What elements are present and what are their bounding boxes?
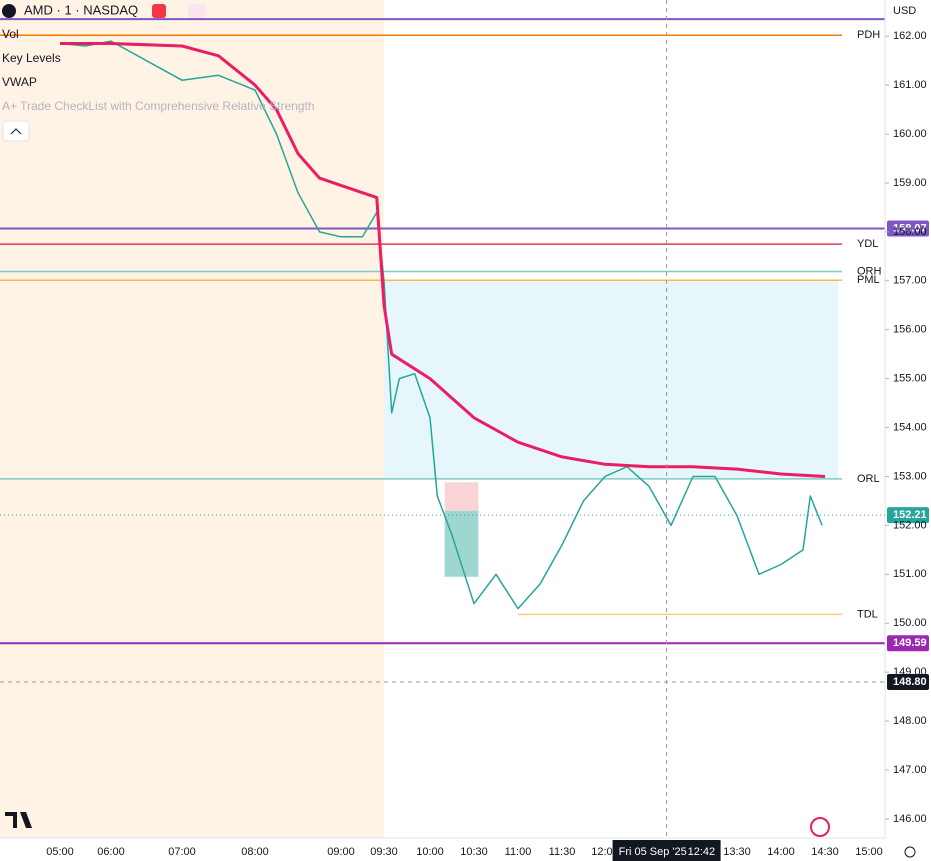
plot — [0, 0, 885, 838]
flag-icon[interactable] — [152, 4, 166, 18]
background — [0, 0, 839, 838]
x-tick-label: 11:30 — [549, 846, 576, 858]
level-label: PDH — [857, 29, 880, 41]
collapse-icon — [10, 128, 22, 135]
level-label: PML — [857, 274, 880, 286]
settings-icon[interactable] — [904, 846, 916, 858]
price-tag — [887, 220, 929, 237]
assistant-icon[interactable] — [810, 817, 830, 837]
y-tick-label: 146.00 — [893, 813, 927, 825]
indicator-label: Key Levels — [2, 51, 61, 65]
y-tick-label: 162.00 — [893, 30, 927, 42]
last-price-label: 152.21 — [893, 509, 927, 521]
price-axis-bg — [885, 0, 931, 861]
y-tick-label: 161.00 — [893, 79, 927, 91]
y-tick-label: 157.00 — [893, 275, 927, 287]
y-tick-label: 148.00 — [893, 715, 927, 727]
y-tick-label: 153.00 — [893, 470, 927, 482]
crosshair-time-tag — [612, 840, 721, 861]
crosshair-price-tag — [887, 673, 929, 690]
crosshair-price-label: 148.80 — [893, 676, 927, 688]
price-tag-label: 158.07 — [893, 222, 927, 234]
x-tick-label: 14:30 — [811, 846, 839, 858]
indicator-label: VWAP — [2, 75, 37, 89]
x-tick-label: 10:30 — [460, 846, 488, 858]
level-label: ORH — [857, 265, 882, 277]
last-price-tag — [887, 507, 929, 524]
level-label: TDL — [857, 608, 878, 620]
y-tick-label: 154.00 — [893, 421, 927, 433]
vwap-line — [60, 42, 826, 478]
x-tick-label: 12:00 — [591, 846, 619, 858]
indicator-label: Vol — [2, 27, 19, 41]
y-tick-label: 152.00 — [893, 519, 927, 531]
level-label: YDL — [857, 238, 878, 250]
x-tick-label: 07:00 — [168, 846, 196, 858]
x-tick-label: 05:00 — [46, 846, 74, 858]
x-tick-label: 15:00 — [855, 846, 883, 858]
symbol-title: AMD · 1 · NASDAQ — [24, 2, 138, 17]
x-tick-label: 08:00 — [241, 846, 269, 858]
compare-icon[interactable] — [188, 4, 206, 18]
price-tag-label: 149.59 — [893, 637, 927, 649]
tv-logo — [5, 812, 32, 828]
x-tick-label: 09:30 — [370, 846, 398, 858]
x-tick-label: 09:00 — [327, 846, 355, 858]
x-tick-label: 14:00 — [767, 846, 795, 858]
crosshair-time: 12:42 — [688, 846, 716, 858]
premarket-shade — [0, 0, 384, 838]
y-tick-label: 159.00 — [893, 177, 927, 189]
symbol-logo — [2, 4, 16, 18]
y-tick-label: 155.00 — [893, 373, 927, 385]
y-tick-label: 158.00 — [893, 226, 927, 238]
collapse-button[interactable] — [2, 120, 30, 142]
y-tick-label: 147.00 — [893, 764, 927, 776]
x-tick-label: 11:00 — [505, 846, 532, 858]
position-stop — [444, 482, 479, 511]
level-label: ORL — [857, 473, 880, 485]
indicator-label: A+ Trade CheckList with Comprehensive Re… — [2, 99, 315, 113]
y-tick-label: 151.00 — [893, 568, 927, 580]
currency: USD — [893, 5, 916, 17]
crosshair-date: Fri 05 Sep '25 — [619, 846, 687, 858]
x-tick-label: 13:30 — [723, 846, 751, 858]
y-tick-label: 160.00 — [893, 128, 927, 140]
x-tick-label: 06:00 — [97, 846, 125, 858]
y-tick-label: 150.00 — [893, 617, 927, 629]
y-tick-label: 156.00 — [893, 324, 927, 336]
price-tag — [887, 635, 929, 652]
x-tick-label: 10:00 — [416, 846, 444, 858]
range-box — [384, 280, 839, 479]
